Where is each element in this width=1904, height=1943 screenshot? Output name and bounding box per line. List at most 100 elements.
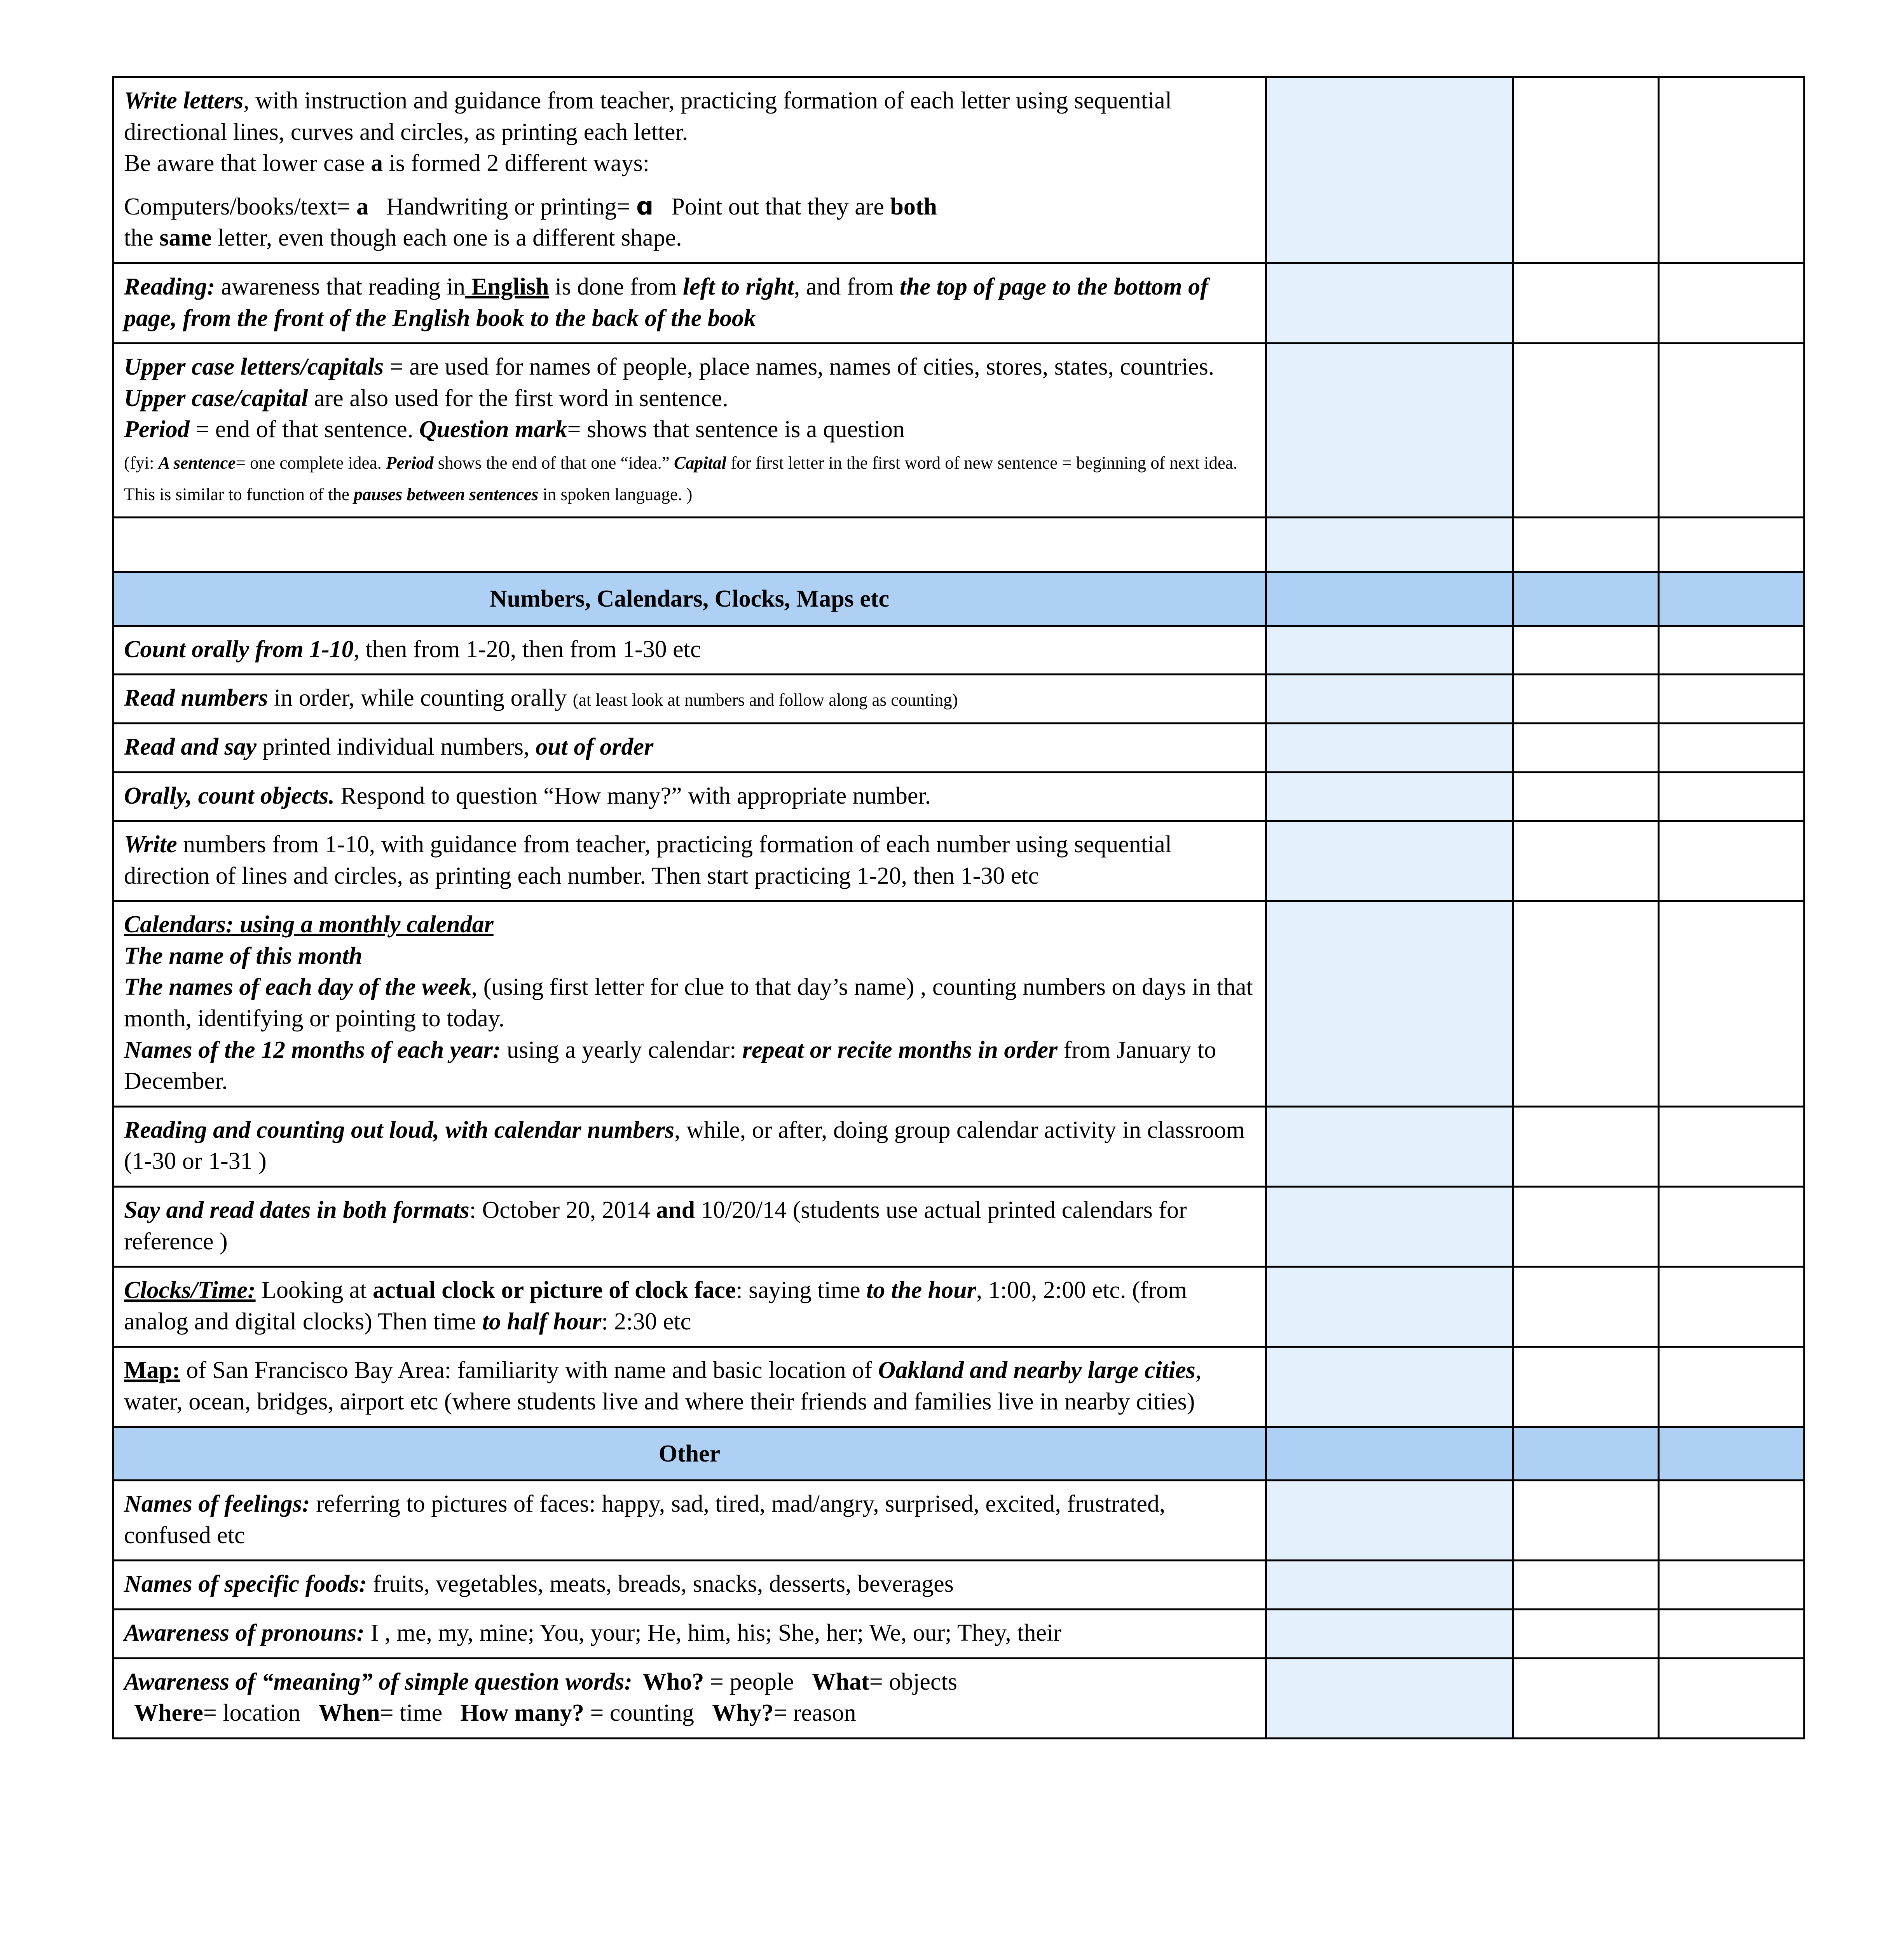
mark-cell-white-2[interactable] <box>1658 1657 1805 1739</box>
mark-cell-white-1[interactable] <box>1512 1186 1660 1268</box>
mark-cell-blue[interactable] <box>1265 76 1514 264</box>
mark-cell-white-2[interactable] <box>1658 900 1805 1108</box>
reading-direction-emphasis: the top of page to the bottom of page, f… <box>124 273 1208 331</box>
fyi-text-4: in spoken language. ) <box>538 484 693 504</box>
mark-cell-white-1[interactable] <box>1512 571 1660 627</box>
mark-cell-white-2[interactable] <box>1658 1105 1805 1188</box>
mark-cell-blue[interactable] <box>1265 624 1514 676</box>
mark-cell-blue[interactable] <box>1265 1186 1514 1268</box>
fyi-text-2: shows the end of that one “idea.” <box>433 453 674 473</box>
section-header-numbers: Numbers, Calendars, Clocks, Maps etc <box>112 571 1805 627</box>
question-words-lead: Awareness of “meaning” of simple questio… <box>124 1668 632 1695</box>
mark-cell-white-2[interactable] <box>1658 1479 1805 1562</box>
mark-cell-white-1[interactable] <box>1512 1346 1660 1428</box>
mark-cell-white-2[interactable] <box>1658 1426 1805 1482</box>
fyi-period-term: Period <box>386 453 434 473</box>
mark-cell-white-1[interactable] <box>1512 820 1660 902</box>
calendars-lead: Calendars: using a monthly calendar <box>124 911 494 938</box>
mark-cell-white-2[interactable] <box>1658 262 1805 345</box>
table-row: Map: of San Francisco Bay Area: familiar… <box>112 1346 1805 1428</box>
table-row: Reading and counting out loud, with cale… <box>112 1105 1805 1188</box>
mark-cell-white-1[interactable] <box>1512 900 1660 1108</box>
mark-cell-white-1[interactable] <box>1512 342 1660 519</box>
mark-cell-white-1[interactable] <box>1512 516 1660 574</box>
table-row-spacer <box>112 516 1805 574</box>
mark-cell-white-1[interactable] <box>1512 1426 1660 1482</box>
mark-cell-blue[interactable] <box>1265 1657 1514 1739</box>
mark-cell-white-2[interactable] <box>1658 624 1805 676</box>
write-letters-lead: Write letters <box>124 87 244 114</box>
row-reading-awareness: Reading: awareness that reading in Engli… <box>112 262 1267 345</box>
curriculum-checklist-table: Write letters, with instruction and guid… <box>112 76 1805 1739</box>
upper-case-text-1: = are used for names of people, place na… <box>384 354 1215 380</box>
section-header-other: Other <box>112 1426 1805 1482</box>
mark-cell-blue[interactable] <box>1265 342 1514 519</box>
mark-cell-white-2[interactable] <box>1658 722 1805 773</box>
mark-cell-white-1[interactable] <box>1512 262 1660 345</box>
clocks-actual-clock-emphasis: actual clock or picture of clock face <box>372 1277 736 1304</box>
mark-cell-white-1[interactable] <box>1512 624 1660 676</box>
why-definition: = reason <box>773 1700 856 1727</box>
table-row: Say and read dates in both formats: Octo… <box>112 1186 1805 1268</box>
calendars-day-names-rest: , (using first letter for clue to that d… <box>124 974 1253 1032</box>
mark-cell-blue[interactable] <box>1265 1479 1514 1562</box>
mark-cell-blue[interactable] <box>1265 771 1514 822</box>
mark-cell-white-2[interactable] <box>1658 342 1805 519</box>
mark-cell-blue[interactable] <box>1265 262 1514 345</box>
fyi-capital-term: Capital <box>674 453 727 473</box>
mark-cell-white-2[interactable] <box>1658 516 1805 574</box>
count-orally-rest: , then from 1-20, then from 1-30 etc <box>353 636 701 663</box>
mark-cell-white-1[interactable] <box>1512 76 1660 264</box>
mark-cell-blue[interactable] <box>1265 1105 1514 1188</box>
fyi-pauses-term: pauses between sentences <box>354 484 539 504</box>
upper-case-lead-2: Upper case/capital <box>124 385 308 412</box>
mark-cell-blue[interactable] <box>1265 1346 1514 1428</box>
mark-cell-white-1[interactable] <box>1512 1479 1660 1562</box>
mark-cell-blue[interactable] <box>1265 516 1514 574</box>
mark-cell-white-2[interactable] <box>1658 571 1805 627</box>
point-out-text: Point out that they are <box>671 193 890 220</box>
mark-cell-white-1[interactable] <box>1512 1608 1660 1659</box>
mark-cell-white-2[interactable] <box>1658 76 1805 264</box>
mark-cell-white-2[interactable] <box>1658 820 1805 902</box>
who-definition: = people <box>704 1668 794 1695</box>
mark-cell-white-2[interactable] <box>1658 1559 1805 1610</box>
mark-cell-blue[interactable] <box>1265 571 1514 627</box>
mark-cell-blue[interactable] <box>1265 1266 1514 1348</box>
english-emphasis: English <box>465 273 549 300</box>
row-write-numbers: Write numbers from 1-10, with guidance f… <box>112 820 1267 902</box>
mark-cell-white-2[interactable] <box>1658 1266 1805 1348</box>
mark-cell-blue[interactable] <box>1265 722 1514 773</box>
mark-cell-white-1[interactable] <box>1512 1105 1660 1188</box>
mark-cell-white-1[interactable] <box>1512 1559 1660 1610</box>
mark-cell-white-1[interactable] <box>1512 722 1660 773</box>
mark-cell-white-1[interactable] <box>1512 1266 1660 1348</box>
when-term: When <box>318 1700 380 1727</box>
mark-cell-white-1[interactable] <box>1512 673 1660 724</box>
mark-cell-white-2[interactable] <box>1658 1186 1805 1268</box>
clocks-text-3: , 1:00, 2:00 etc. (from analog and digit… <box>124 1277 1187 1335</box>
mark-cell-blue[interactable] <box>1265 1559 1514 1610</box>
mark-cell-blue[interactable] <box>1265 1426 1514 1482</box>
mark-cell-white-2[interactable] <box>1658 771 1805 822</box>
row-calendars: Calendars: using a monthly calendar The n… <box>112 900 1267 1108</box>
row-read-numbers: Read numbers in order, while counting or… <box>112 673 1267 724</box>
mark-cell-white-1[interactable] <box>1512 771 1660 822</box>
what-definition: = objects <box>869 1668 957 1695</box>
reading-text-2: is done from <box>549 273 683 300</box>
count-orally-lead: Count orally from 1-10 <box>124 636 354 663</box>
calendars-month-name: The name of this month <box>124 942 363 969</box>
row-reading-counting-out-loud: Reading and counting out loud, with cale… <box>112 1105 1267 1188</box>
clocks-text-1: Looking at <box>255 1277 373 1304</box>
feelings-lead: Names of feelings: <box>124 1491 310 1517</box>
mark-cell-blue[interactable] <box>1265 900 1514 1108</box>
mark-cell-white-2[interactable] <box>1658 1346 1805 1428</box>
mark-cell-white-2[interactable] <box>1658 673 1805 724</box>
mark-cell-blue[interactable] <box>1265 1608 1514 1659</box>
row-read-and-say: Read and say printed individual numbers,… <box>112 722 1267 773</box>
mark-cell-blue[interactable] <box>1265 820 1514 902</box>
mark-cell-white-2[interactable] <box>1658 1608 1805 1659</box>
mark-cell-white-1[interactable] <box>1512 1657 1660 1739</box>
mark-cell-blue[interactable] <box>1265 673 1514 724</box>
handwritten-a-glyph: ɑ <box>636 192 654 220</box>
